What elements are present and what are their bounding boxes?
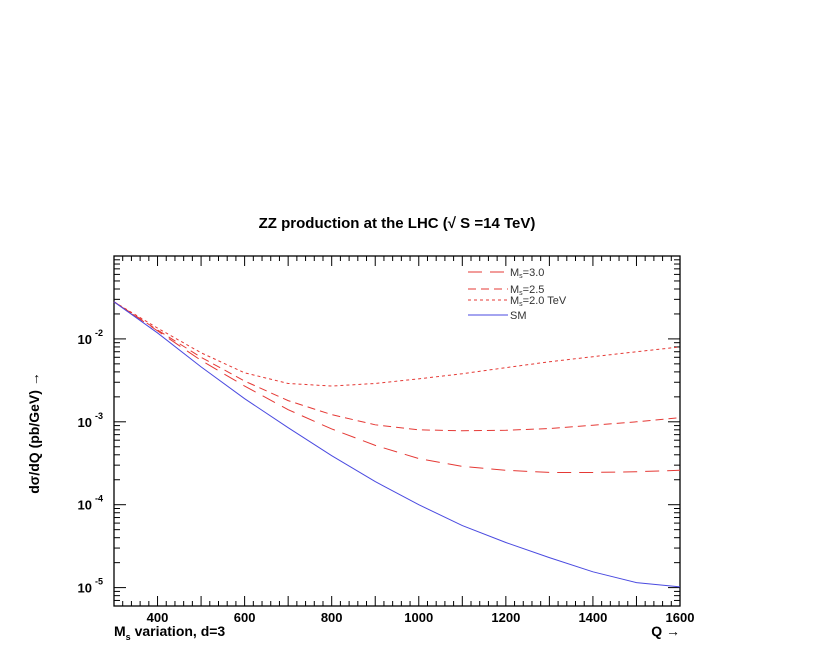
legend-label: Ms=2.0 TeV <box>510 295 567 308</box>
y-tick-exponent: -3 <box>95 411 103 421</box>
x-axis-label-sub: s <box>126 632 131 642</box>
series-line <box>113 301 681 588</box>
y-tick-exponent: -2 <box>95 328 103 338</box>
legend: Ms=3.0 Ms=2.5Ms=2.0 TeV SM <box>468 267 567 322</box>
series-line <box>113 301 681 473</box>
x-tick-label: 1200 <box>491 610 520 625</box>
y-tick-label: 10 <box>78 498 92 513</box>
y-tick-exponent: -5 <box>95 577 103 587</box>
x-axis-label-rest: variation, d=3 <box>131 623 226 639</box>
y-axis-label: dσ/dQ (pb/GeV) → <box>26 372 42 494</box>
y-tick-exponent: -4 <box>95 494 103 504</box>
x-tick-label: 600 <box>234 610 256 625</box>
x-axis-label-left: Ms variation, d=3 <box>114 623 225 642</box>
legend-label: SM <box>510 310 527 322</box>
x-tick-label: 1400 <box>578 610 607 625</box>
x-tick-label: 1600 <box>666 610 695 625</box>
x-tick-label: 400 <box>147 610 169 625</box>
plot-frame <box>113 255 681 607</box>
legend-label: Ms=3.0 <box>510 267 544 280</box>
series-layer <box>113 301 681 588</box>
x-axis-label-main: M <box>114 623 126 639</box>
y-tick-labels: 10-210-310-410-5 <box>78 328 103 596</box>
x-tick-label: 800 <box>321 610 343 625</box>
chart-title: ZZ production at the LHC (√ S =14 TeV) <box>259 215 536 232</box>
series-line <box>113 301 681 387</box>
x-tick-labels: 400 600 800 1000 1200 1400 1600 <box>147 610 695 625</box>
x-axis-label-right: Q → <box>651 623 680 639</box>
series-line <box>113 301 681 432</box>
legend-label: Ms=2.5 <box>510 284 544 297</box>
y-tick-label: 10 <box>78 581 92 596</box>
y-tick-label: 10 <box>78 415 92 430</box>
axis-ticks <box>113 255 681 607</box>
y-tick-label: 10 <box>78 332 92 347</box>
x-tick-label: 1000 <box>404 610 433 625</box>
